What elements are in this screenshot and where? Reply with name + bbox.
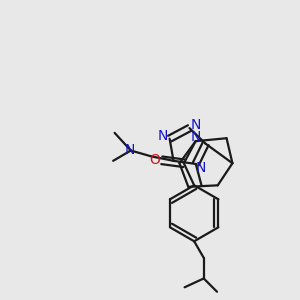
Text: N: N — [196, 161, 206, 176]
Text: N: N — [158, 129, 168, 143]
Text: N: N — [125, 143, 135, 157]
Text: O: O — [149, 153, 160, 167]
Text: N: N — [190, 130, 201, 144]
Text: N: N — [191, 118, 201, 132]
